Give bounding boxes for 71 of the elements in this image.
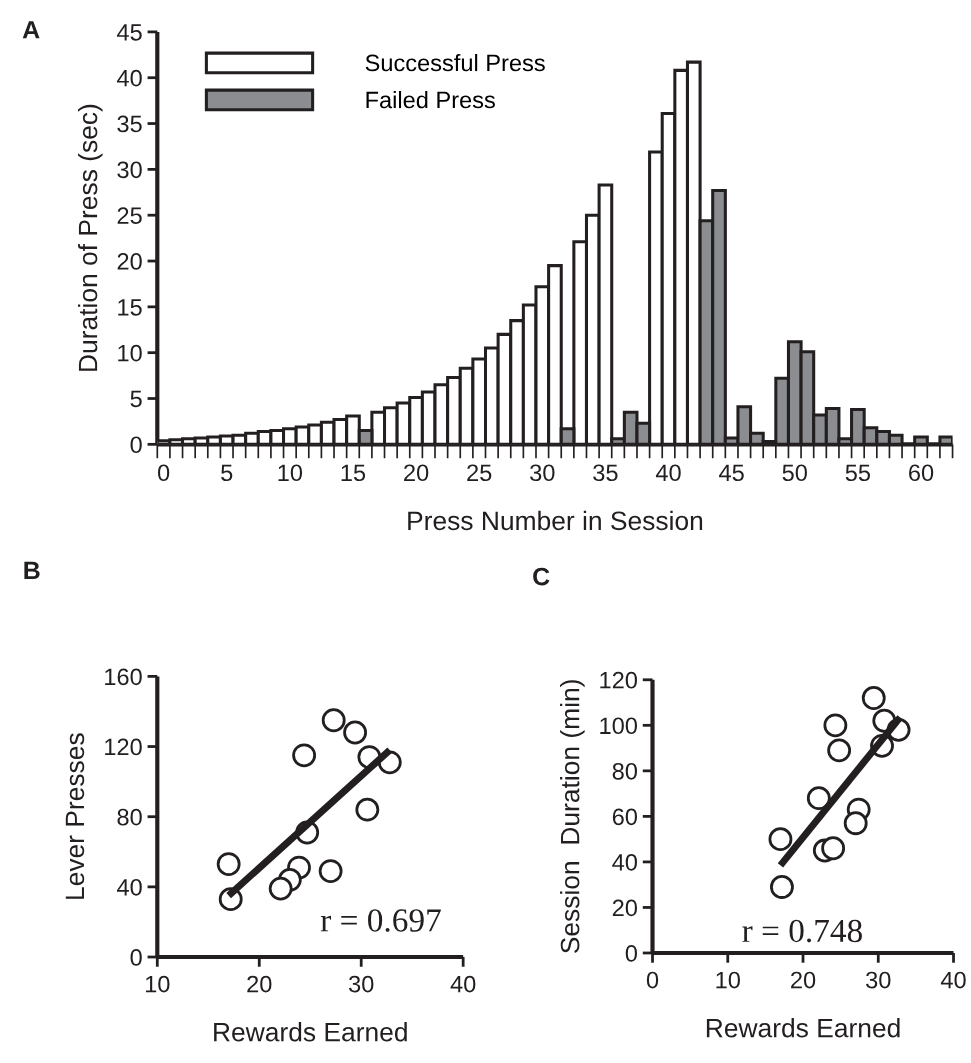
point: [843, 811, 868, 836]
y-axis-title: Session Duration (min): [560, 680, 585, 954]
x-tick-label: 40: [655, 464, 681, 482]
y-tick-label: 10: [118, 344, 142, 362]
y-tick-label: 80: [612, 762, 638, 780]
text: C: [533, 567, 550, 586]
y-tick-label: 20: [612, 899, 638, 917]
y-tick-label: 40: [117, 878, 142, 896]
x-axis-title: Press Number in Session: [408, 510, 703, 531]
y-tick-label: 5: [130, 390, 142, 408]
x-axis-title: Rewards Earned: [214, 1022, 407, 1042]
x-tick-label: 20: [404, 464, 429, 482]
y-tick-label: 100: [600, 717, 638, 735]
y-tick-label: 40: [117, 69, 142, 87]
text: A: [22, 21, 40, 39]
y-tick-label: 120: [105, 738, 142, 756]
y-tick-label: 120: [600, 671, 638, 689]
legend-label: Failed Press: [366, 90, 495, 109]
y-tick-label: 20: [117, 253, 142, 270]
x-tick-label: 55: [845, 464, 871, 482]
y-tick-label: 35: [117, 115, 142, 133]
y-tick-label: 60: [612, 808, 638, 826]
x-tick-label: 20: [247, 975, 272, 993]
annotation: r = 0.748: [742, 919, 862, 943]
y-axis-title: Lever Presses: [65, 733, 85, 899]
x-axis-title: Rewards Earned: [706, 1018, 900, 1038]
x-tick-label: 40: [450, 975, 476, 993]
point: [318, 859, 343, 883]
x-tick-label: 5: [221, 464, 233, 482]
point: [343, 720, 368, 745]
point: [821, 836, 846, 861]
point: [321, 708, 346, 733]
point: [216, 852, 241, 876]
annotation: r = 0.697: [320, 909, 441, 932]
x-tick-label: 0: [157, 464, 170, 482]
y-tick-label: 160: [105, 668, 142, 686]
x-tick-label: 30: [866, 971, 891, 989]
y-tick-label: 0: [130, 949, 142, 966]
y-tick-label: 15: [118, 299, 142, 316]
x-tick-label: 30: [530, 464, 555, 482]
point: [768, 827, 793, 852]
x-tick-label: 25: [467, 464, 492, 482]
x-tick-label: 50: [782, 464, 807, 482]
y-tick-label: 40: [612, 853, 638, 871]
point: [355, 797, 380, 822]
point: [806, 786, 831, 811]
y-axis-title: Duration of Press (sec): [77, 104, 103, 371]
y-tick-label: 30: [117, 161, 142, 179]
x-tick-label: 40: [940, 971, 966, 989]
x-tick-label: 10: [278, 464, 303, 482]
x-tick-label: 15: [341, 464, 366, 482]
y-tick-label: 80: [117, 808, 142, 826]
y-tick-label: 45: [117, 24, 142, 41]
point: [823, 713, 848, 738]
y-tick-label: 0: [625, 945, 638, 962]
x-tick-label: 0: [646, 971, 659, 989]
point: [292, 743, 317, 768]
y-tick-label: 0: [130, 436, 142, 454]
x-tick-label: 10: [716, 971, 740, 989]
x-tick-label: 60: [909, 464, 934, 482]
y-tick-label: 25: [117, 207, 142, 224]
text: B: [24, 561, 40, 580]
x-tick-label: 30: [348, 975, 374, 993]
point: [268, 876, 293, 901]
point: [770, 875, 794, 899]
point: [861, 686, 886, 710]
x-tick-label: 10: [145, 975, 170, 993]
point: [827, 738, 852, 763]
x-tick-label: 45: [719, 464, 744, 482]
legend-label: Successful Press: [365, 53, 545, 72]
x-tick-label: 20: [791, 971, 816, 989]
